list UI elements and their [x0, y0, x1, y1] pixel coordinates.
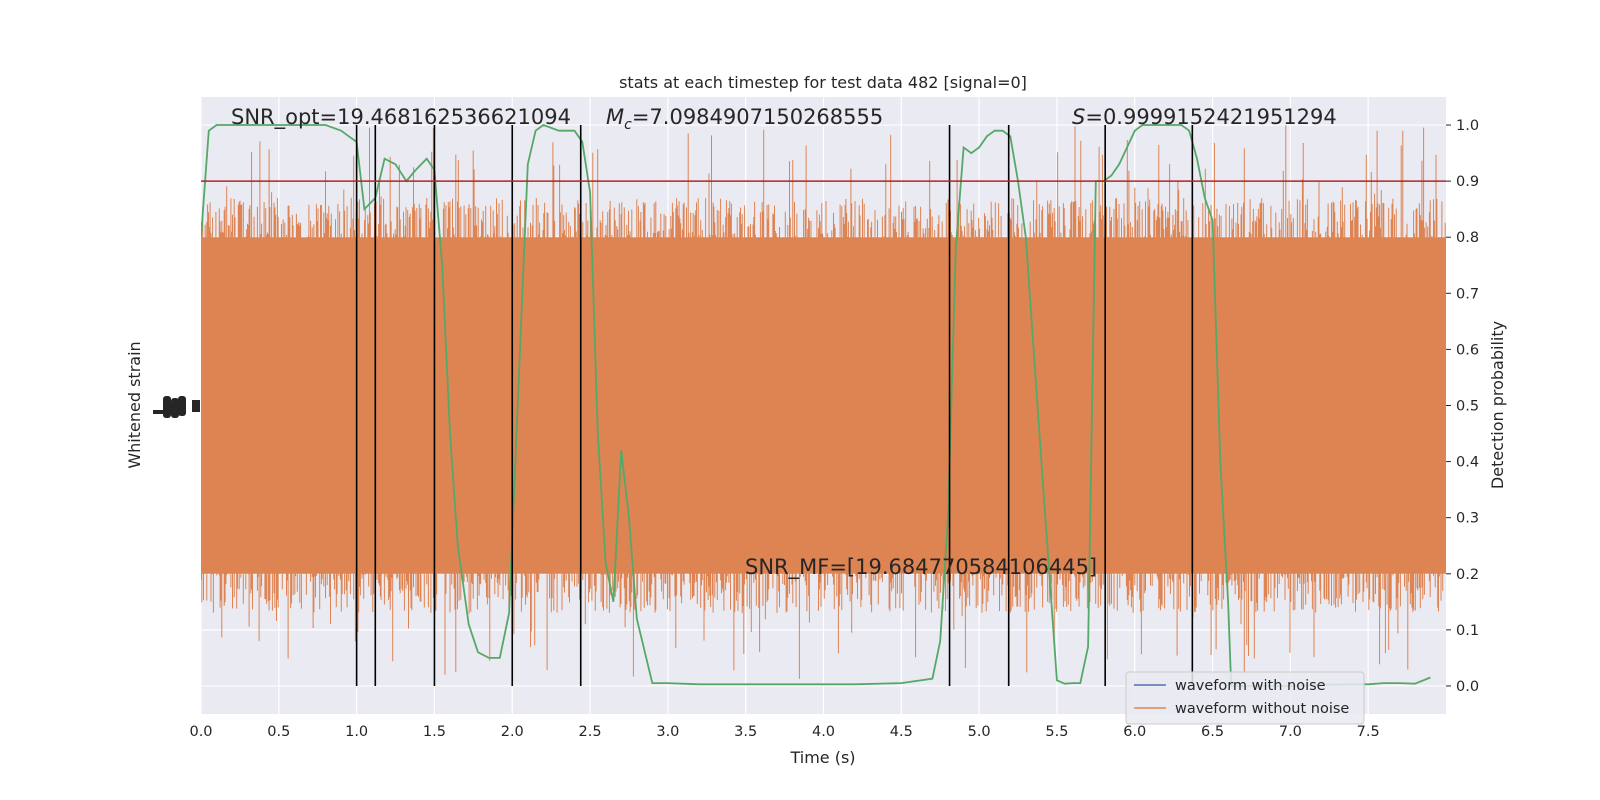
x-tick-label: 6.5	[1201, 724, 1224, 740]
x-axis-ticks: 0.0 0.5 1.0 1.5 2.0 2.5 3.0 3.5 4.0 4.5 5.0 5.5 6.0 6…	[189, 724, 1379, 740]
right-axis-ticks: 0.0 0.1 0.2 0.3 0.4 0.5 0.6 0.7 0.8 0.9 1.0	[1446, 118, 1479, 695]
x-tick-label: 7.0	[1279, 724, 1302, 740]
legend: waveform with noise waveform without noi…	[1125, 671, 1365, 725]
y-axis-label-left: Whitened strain	[125, 341, 144, 468]
legend-label-without-noise: waveform without noise	[1175, 701, 1349, 717]
legend-box	[1125, 671, 1365, 725]
s-symbol: S	[1072, 105, 1085, 129]
x-tick-label: 6.0	[1123, 724, 1146, 740]
x-tick-label: 0.0	[189, 724, 212, 740]
chirp-mass-value: =7.0984907150268555	[632, 105, 883, 129]
x-tick-label: 1.0	[345, 724, 368, 740]
y-tick-label: 0.1	[1456, 623, 1479, 639]
x-tick-label: 0.5	[267, 724, 290, 740]
chart-title: stats at each timestep for test data 482…	[619, 73, 1027, 92]
y-tick-label: 0.9	[1456, 174, 1479, 190]
y-tick-label: 0.7	[1456, 286, 1479, 302]
snr-mf-annotation: SNR_MF=[19.684770584106445]	[745, 555, 1097, 580]
y-tick-label: 0.0	[1456, 679, 1479, 695]
x-tick-label: 5.0	[968, 724, 991, 740]
y-tick-label: 0.3	[1456, 511, 1479, 527]
s-value: =0.9999152421951294	[1085, 105, 1336, 129]
y-tick-label: 1.0	[1456, 118, 1479, 134]
y-tick-label: 0.2	[1456, 567, 1479, 583]
y-tick-label: 0.4	[1456, 455, 1479, 471]
chirp-mass-subscript: c	[624, 117, 632, 133]
legend-label-with-noise: waveform with noise	[1175, 678, 1326, 694]
x-axis-label: Time (s)	[789, 748, 855, 767]
x-tick-label: 2.0	[501, 724, 524, 740]
strain-waveform	[201, 125, 1446, 679]
y-tick-label: 0.6	[1456, 342, 1479, 358]
y-axis-label-right: Detection probability	[1488, 321, 1507, 489]
snr-opt-annotation: SNR_opt=19.468162536621094	[231, 105, 571, 130]
s-annotation: S=0.9999152421951294	[1072, 105, 1337, 129]
y-tick-label: 0.5	[1456, 399, 1479, 415]
vertical-markers	[355, 125, 1194, 686]
x-tick-label: 4.5	[890, 724, 913, 740]
chirp-mass-annotation: Mc=7.0984907150268555	[606, 105, 883, 133]
x-tick-label: 1.5	[423, 724, 446, 740]
x-tick-label: 3.5	[734, 724, 757, 740]
x-tick-label: 7.5	[1357, 724, 1380, 740]
probability-series	[201, 123, 1431, 687]
x-tick-label: 3.0	[656, 724, 679, 740]
strain-waveform-trace	[201, 125, 1446, 679]
x-tick-label: 5.5	[1045, 724, 1068, 740]
y-tick-label: 0.8	[1456, 230, 1479, 246]
x-tick-label: 4.0	[812, 724, 835, 740]
x-tick-label: 2.5	[579, 724, 602, 740]
chirp-mass-symbol: M	[606, 105, 624, 129]
left-axis-tick-clutter	[153, 396, 200, 418]
detection-probability-line	[201, 123, 1431, 687]
